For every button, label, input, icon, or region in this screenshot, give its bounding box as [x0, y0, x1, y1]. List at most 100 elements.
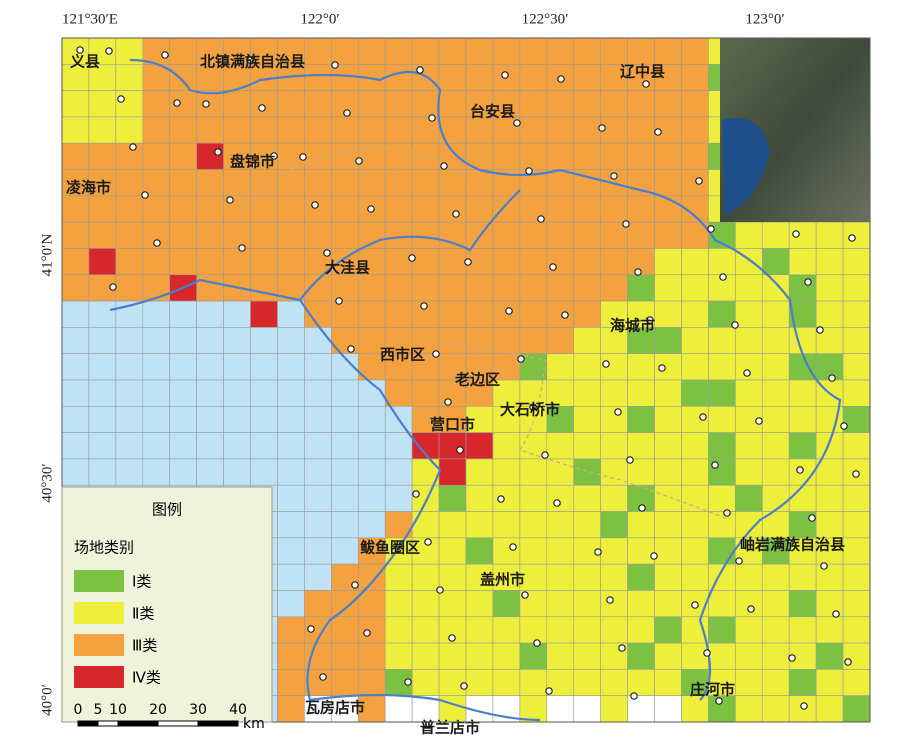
- grid-cell: [708, 484, 736, 512]
- grid-cell: [573, 195, 601, 223]
- grid-cell: [681, 116, 709, 144]
- grid-cell: [573, 142, 601, 170]
- legend-swatch: [74, 634, 124, 656]
- grid-cell: [142, 300, 171, 328]
- town-dot: [238, 244, 246, 252]
- town-dot: [638, 504, 646, 512]
- grid-cell: [573, 327, 601, 354]
- grid-cell: [735, 484, 763, 512]
- legend-swatch: [74, 602, 124, 624]
- grid-cell: [815, 300, 844, 328]
- town-dot: [735, 557, 743, 565]
- grid-cell: [681, 484, 709, 512]
- scale-segment: [97, 720, 119, 727]
- town-dot: [355, 157, 363, 165]
- grid-cell: [331, 142, 359, 170]
- grid-cell: [115, 90, 144, 118]
- grid-cell: [788, 248, 817, 276]
- grid-cell: [61, 64, 90, 91]
- grid-cell: [438, 511, 467, 539]
- grid-cell: [492, 142, 521, 170]
- grid-cell: [61, 37, 90, 65]
- place-label: 盘锦市: [230, 153, 275, 171]
- grid-cell: [384, 195, 413, 223]
- grid-cell: [223, 432, 251, 460]
- grid-cell: [492, 327, 521, 354]
- grid-cell: [169, 37, 197, 65]
- grid-cell: [411, 616, 440, 644]
- grid-cell: [223, 300, 251, 328]
- grid-cell: [357, 90, 386, 118]
- grid-cell: [250, 221, 278, 249]
- town-dot: [246, 56, 254, 64]
- grid-cell: [465, 116, 494, 144]
- scale-label: 40: [229, 702, 247, 718]
- grid-cell: [438, 300, 467, 328]
- grid-cell: [331, 590, 359, 618]
- grid-cell: [573, 379, 601, 407]
- place-label: 大石桥市: [500, 401, 560, 419]
- grid-cell: [384, 484, 413, 512]
- grid-cell: [411, 142, 440, 170]
- grid-cell: [465, 37, 494, 65]
- grid-cell: [115, 116, 144, 144]
- place-label: 岫岩满族自治县: [740, 536, 845, 554]
- grid-cell: [735, 327, 763, 354]
- grid-cell: [196, 116, 224, 144]
- grid-cell: [169, 221, 197, 249]
- legend-label: Ⅲ类: [132, 637, 157, 655]
- grid-cell: [788, 432, 817, 460]
- grid-cell: [492, 642, 521, 670]
- scale-label: 0: [74, 702, 83, 718]
- grid-cell: [519, 563, 548, 591]
- town-dot: [820, 562, 828, 570]
- grid-cell: [196, 379, 224, 407]
- grid-cell: [627, 563, 655, 591]
- grid-cell: [384, 169, 413, 197]
- grid-cell: [277, 695, 305, 723]
- grid-cell: [115, 169, 144, 197]
- grid-cell: [654, 616, 682, 644]
- grid-cell: [788, 327, 817, 354]
- grid-cell: [304, 537, 332, 565]
- towns: [76, 46, 860, 710]
- grid-cell: [546, 432, 575, 460]
- grid-cell: [61, 90, 90, 118]
- grid-cell: [627, 432, 655, 460]
- grid-cell: [546, 221, 575, 249]
- town-dot: [307, 625, 315, 633]
- town-dot: [650, 552, 658, 560]
- grid-cell: [761, 379, 790, 407]
- grid-cell: [277, 221, 305, 249]
- grid-cell: [492, 379, 521, 407]
- grid-cell: [546, 274, 575, 302]
- grid-cell: [842, 248, 871, 276]
- grid-cell: [277, 169, 305, 197]
- rivers: [109, 58, 842, 722]
- grid-cell: [223, 221, 251, 249]
- grid-cell: [277, 484, 305, 512]
- grid-cell: [196, 458, 224, 486]
- grid-cell: [169, 142, 197, 170]
- grid-cell: [681, 642, 709, 670]
- grid-cell: [573, 90, 601, 118]
- grid-cell: [573, 511, 601, 539]
- grid-cell: [115, 432, 144, 460]
- grid-cell: [304, 406, 332, 433]
- grid-cell: [277, 616, 305, 644]
- town-dot: [363, 629, 371, 637]
- town-dot: [173, 99, 181, 107]
- grid-cell: [815, 511, 844, 539]
- grid-cell: [223, 169, 251, 197]
- grid-cell: [654, 695, 682, 723]
- grid-cell: [761, 458, 790, 486]
- grid-cell: [304, 379, 332, 407]
- grid-cell: [492, 274, 521, 302]
- grid-cell: [627, 511, 655, 539]
- town-dot: [731, 321, 739, 329]
- grid-cell: [88, 169, 117, 197]
- place-label: 大洼县: [325, 259, 370, 277]
- grid-cell: [357, 142, 386, 170]
- grid-cell: [196, 248, 224, 276]
- grid-cell: [438, 563, 467, 591]
